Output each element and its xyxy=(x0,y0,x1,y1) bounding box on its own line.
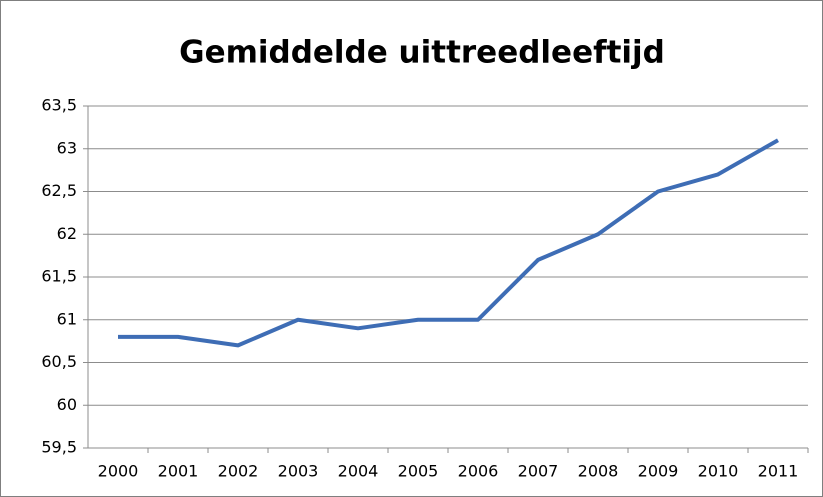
x-tick-label: 2011 xyxy=(758,462,799,481)
y-tick-label: 62 xyxy=(57,224,77,243)
x-tick-label: 2005 xyxy=(398,462,439,481)
x-tick-label: 2003 xyxy=(278,462,319,481)
y-tick-label: 63 xyxy=(57,138,77,157)
x-tick-label: 2008 xyxy=(578,462,619,481)
x-tick-label: 2000 xyxy=(98,462,139,481)
x-tick-label: 2002 xyxy=(218,462,259,481)
y-tick-label: 60 xyxy=(57,395,77,414)
x-tick-label: 2007 xyxy=(518,462,559,481)
y-tick-label: 61 xyxy=(57,309,77,328)
data-line xyxy=(118,138,779,348)
x-tick-label: 2006 xyxy=(458,462,499,481)
y-tick-label: 60,5 xyxy=(41,352,77,371)
y-tick-label: 59,5 xyxy=(41,438,77,457)
x-tick-label: 2009 xyxy=(638,462,679,481)
x-tick-label: 2010 xyxy=(698,462,739,481)
y-tick-label: 62,5 xyxy=(41,181,77,200)
x-tick-label: 2001 xyxy=(158,462,199,481)
x-tick-label: 2004 xyxy=(338,462,379,481)
y-tick-label: 61,5 xyxy=(41,267,77,286)
y-tick-label: 63,5 xyxy=(41,96,77,115)
chart-title: Gemiddelde uittreedleeftijd xyxy=(179,35,665,71)
